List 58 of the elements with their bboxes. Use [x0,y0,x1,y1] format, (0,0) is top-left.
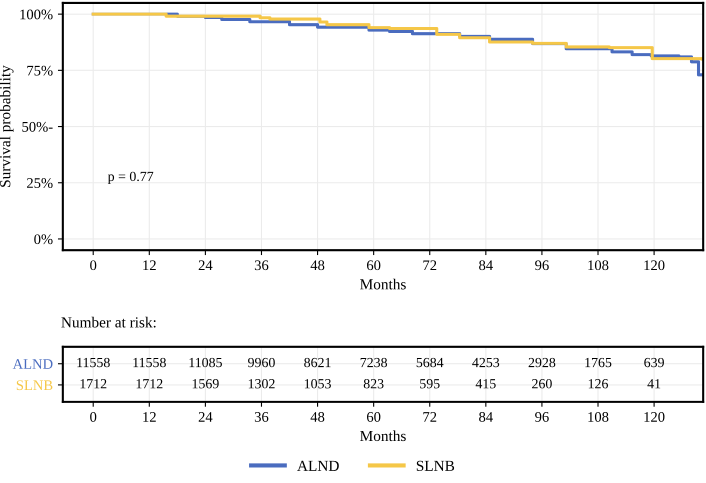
data-label: 7238 [360,358,388,368]
x-tick-label: 24 [198,260,212,270]
x-tick-label: 108 [588,260,608,270]
y-tick-label: 25% [27,178,53,188]
y-tick-label: 75% [27,66,53,76]
data-label: 1302 [248,379,275,388]
data-label: 639 [644,358,664,368]
data-label: 415 [476,379,496,388]
x-tick-label: 120 [644,260,664,270]
data-label: 11085 [190,358,222,368]
x-tick-label: 0 [90,260,96,270]
y-tick-label: ALND [12,359,53,369]
y-tick-label: 100% [20,10,53,20]
x-axis-title: Months [360,278,406,290]
x-tick-label: 120 [644,412,664,422]
x-tick-label: 72 [423,260,436,270]
x-tick-label: 60 [366,260,380,270]
data-label: 1053 [304,379,331,388]
data-label: 126 [588,379,608,388]
x-tick-label: 12 [143,260,156,270]
x-tick-label: 84 [479,412,493,422]
data-label: 823 [364,379,384,388]
x-tick-label: 36 [254,260,268,270]
legend-label: ALND [297,460,339,471]
data-label: 8621 [304,358,331,368]
x-tick-label: 108 [588,412,608,422]
x-tick-label: 12 [143,412,156,422]
data-label: 1569 [192,379,219,388]
x-tick-label: 60 [366,412,380,422]
chart-title: Number at risk: [61,316,156,328]
data-label: 11558 [77,358,110,368]
y-axis-title: Survival probability [0,65,14,187]
legend-label: SLNB [416,460,454,471]
x-tick-label: 96 [535,412,549,422]
data-label: 595 [420,379,440,388]
data-label: 4253 [472,358,500,368]
data-label: 11558 [133,358,166,368]
x-tick-label: 36 [254,412,268,422]
x-axis-title: Months [360,430,406,442]
x-tick-label: 72 [423,412,436,422]
data-label: 41 [647,379,660,388]
y-tick-label: SLNB [16,380,52,390]
data-label: 260 [532,379,552,388]
x-tick-label: 48 [310,260,324,270]
x-tick-label: 0 [90,412,96,422]
data-label: 1712 [136,379,162,388]
data-label: 9960 [248,358,275,368]
data-label: 5684 [416,358,444,368]
x-tick-label: 48 [310,412,324,422]
data-label: 1765 [585,358,612,368]
x-tick-label: 84 [479,260,493,270]
x-tick-label: 96 [535,260,549,270]
x-tick-label: 24 [198,412,212,422]
y-tick-label: 0% [34,234,53,244]
data-label: 1712 [80,379,106,388]
data-label: 2928 [528,358,556,368]
y-tick-label: 50%- [22,122,53,132]
annotation: p = 0.77 [108,172,154,184]
